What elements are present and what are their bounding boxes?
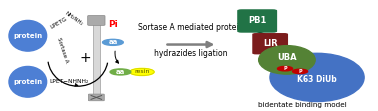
Text: aa: aa <box>116 69 125 75</box>
Text: +: + <box>80 51 91 65</box>
Text: Sortase A mediated protein: Sortase A mediated protein <box>138 23 244 32</box>
FancyBboxPatch shape <box>252 33 288 54</box>
Text: UBA: UBA <box>277 53 297 62</box>
Circle shape <box>277 66 293 71</box>
Circle shape <box>293 69 308 74</box>
Text: LIR: LIR <box>263 39 277 48</box>
Text: protein: protein <box>13 33 42 39</box>
Ellipse shape <box>9 66 46 97</box>
FancyBboxPatch shape <box>88 94 104 101</box>
Text: bidentate binding model: bidentate binding model <box>258 102 346 108</box>
Text: PB1: PB1 <box>248 16 266 25</box>
Text: resin: resin <box>134 69 150 74</box>
Text: protein: protein <box>13 79 42 85</box>
Circle shape <box>130 68 154 75</box>
Text: P: P <box>298 69 302 74</box>
Text: K63 DiUb: K63 DiUb <box>297 75 337 84</box>
Text: Pi: Pi <box>108 20 118 29</box>
Circle shape <box>110 69 131 75</box>
Text: LPET−NHNH₂: LPET−NHNH₂ <box>49 79 88 84</box>
FancyBboxPatch shape <box>237 9 277 33</box>
Text: hydrazides ligation: hydrazides ligation <box>154 49 228 58</box>
Text: LPETG: LPETG <box>49 16 68 30</box>
Bar <box>93 23 100 97</box>
Text: P: P <box>283 66 287 71</box>
FancyBboxPatch shape <box>88 16 105 25</box>
Circle shape <box>102 39 123 45</box>
Text: NH₂NH₂: NH₂NH₂ <box>64 11 84 27</box>
Text: aa: aa <box>108 39 118 45</box>
Ellipse shape <box>270 53 364 102</box>
Ellipse shape <box>9 20 46 51</box>
Text: Sortase A: Sortase A <box>56 37 69 63</box>
Ellipse shape <box>259 46 315 74</box>
